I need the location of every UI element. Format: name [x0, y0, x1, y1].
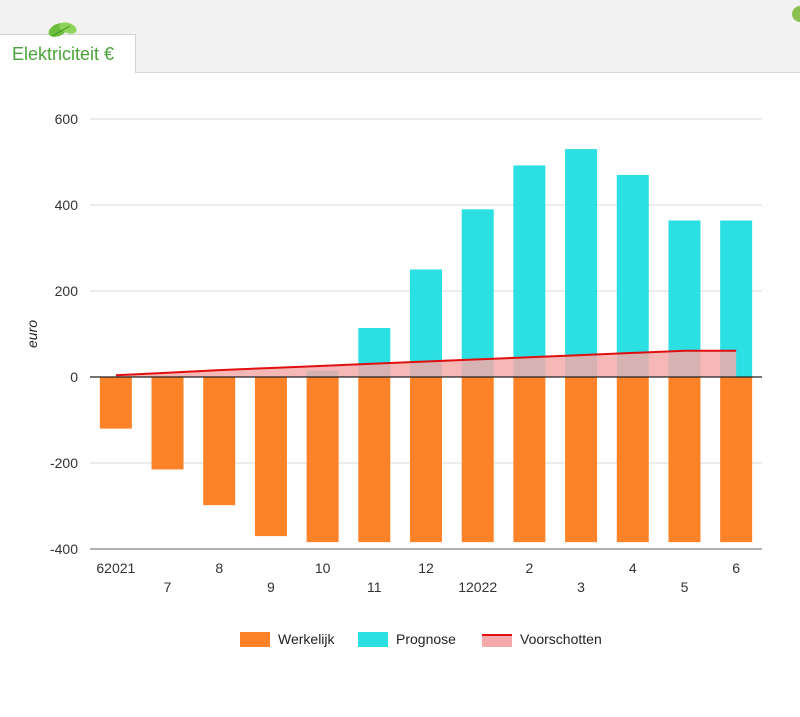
line-voorschotten: [115, 349, 737, 377]
legend-swatch-werkelijk: [240, 631, 270, 647]
x-tick-label: 11: [367, 579, 382, 595]
bar-werkelijk: [254, 377, 287, 537]
bar-werkelijk: [616, 377, 649, 543]
tab-elektriciteit[interactable]: Elektriciteit €: [0, 34, 136, 73]
x-tick-label: 6: [732, 560, 740, 576]
x-tick-label: 3: [577, 579, 585, 595]
area-voorschotten: [115, 350, 737, 377]
bar-werkelijk: [410, 377, 442, 543]
x-tick-label: 9: [267, 579, 275, 595]
bar-werkelijk: [565, 377, 598, 543]
x-tick-label: 5: [681, 579, 689, 595]
y-tick-label: -200: [50, 455, 78, 471]
y-tick-label: 200: [55, 283, 79, 299]
bar-werkelijk: [306, 377, 339, 543]
bar-werkelijk: [668, 377, 701, 543]
x-tick-label: 8: [215, 560, 223, 576]
legend-label-prognose: Prognose: [396, 631, 456, 647]
y-tick-label: 0: [70, 369, 78, 385]
x-tick-label: 12: [418, 560, 434, 576]
legend: Werkelijk Prognose Voorschotten: [0, 628, 800, 650]
bar-werkelijk: [358, 377, 391, 543]
y-axis-label: euro: [24, 320, 40, 348]
bar-werkelijk: [720, 377, 753, 543]
bar-prognose: [565, 149, 598, 377]
legend-swatch-voorschotten: [482, 632, 512, 647]
x-tick-label: 7: [164, 579, 172, 595]
bar-werkelijk: [151, 377, 184, 470]
y-tick-label: -400: [50, 541, 78, 557]
legend-item-prognose[interactable]: Prognose: [358, 628, 456, 650]
legend-swatch-prognose: [358, 631, 388, 647]
x-tick-label: 2: [525, 560, 533, 576]
legend-item-voorschotten[interactable]: Voorschotten: [482, 628, 602, 650]
legend-item-werkelijk[interactable]: Werkelijk: [240, 628, 335, 650]
bar-werkelijk: [461, 377, 494, 543]
legend-label-werkelijk: Werkelijk: [278, 631, 335, 647]
legend-label-voorschotten: Voorschotten: [520, 631, 602, 647]
status-dot-icon: [792, 6, 800, 22]
tab-label: Elektriciteit €: [12, 44, 115, 64]
x-tick-label: 10: [315, 560, 331, 576]
bar-prognose: [461, 209, 494, 377]
bar-werkelijk: [513, 377, 546, 543]
bar-werkelijk: [203, 377, 236, 506]
x-tick-label: 12022: [458, 579, 497, 595]
x-tick-label: 4: [629, 560, 637, 576]
bar-prognose: [616, 174, 649, 377]
y-tick-label: 600: [55, 111, 79, 127]
y-tick-label: 400: [55, 197, 79, 213]
bar-prognose: [410, 269, 442, 377]
bar-prognose: [513, 165, 546, 377]
bar-werkelijk: [99, 377, 132, 429]
x-tick-label: 62021: [96, 560, 135, 576]
leaf-icon: [48, 22, 77, 37]
